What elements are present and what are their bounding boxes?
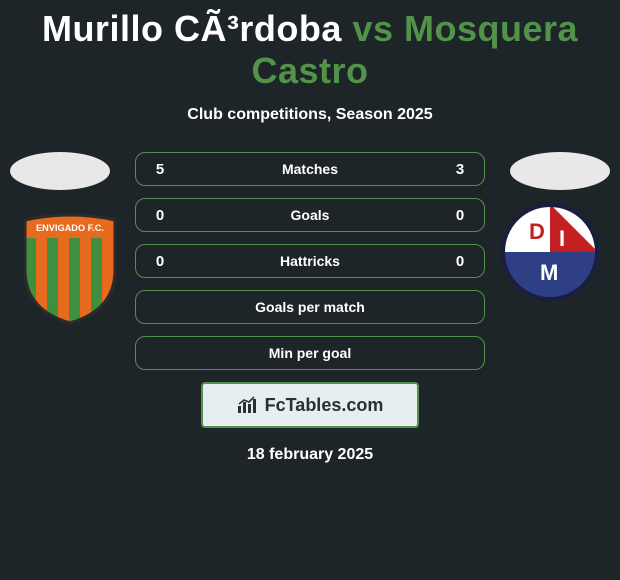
chart-bars-icon: [237, 396, 259, 414]
brand-box[interactable]: FcTables.com: [201, 382, 419, 428]
stat-right-value: 0: [450, 207, 470, 224]
stat-left-value: 5: [150, 161, 170, 178]
brand-text: FcTables.com: [265, 395, 384, 416]
player2-avatar-placeholder: [510, 152, 610, 190]
stat-left-value: 0: [150, 207, 170, 224]
club-logo-left: ENVIGADO F.C.: [20, 210, 120, 325]
dim-letter-m: M: [540, 260, 558, 285]
content-area: ENVIGADO F.C. D I M 5 Matches 3: [0, 152, 620, 464]
subtitle: Club competitions, Season 2025: [0, 106, 620, 124]
stat-row: 5 Matches 3: [135, 152, 485, 186]
stat-right-value: 3: [450, 161, 470, 178]
vs-text: vs: [342, 8, 404, 49]
player1-avatar-placeholder: [10, 152, 110, 190]
player1-name: Murillo CÃ³rdoba: [42, 8, 342, 49]
stat-label: Matches: [282, 161, 338, 177]
club-logo-right: D I M: [500, 202, 600, 317]
stat-label: Goals per match: [255, 299, 365, 315]
stats-rows: 5 Matches 3 0 Goals 0 0 Hattricks 0 Goal…: [135, 152, 485, 370]
stat-label: Goals: [291, 207, 330, 223]
stat-row: 0 Goals 0: [135, 198, 485, 232]
club-left-text: ENVIGADO F.C.: [36, 223, 104, 233]
stat-label: Min per goal: [269, 345, 351, 361]
stat-label: Hattricks: [280, 253, 340, 269]
stat-right-value: 0: [450, 253, 470, 270]
dim-letter-i: I: [559, 226, 565, 251]
stat-row: 0 Hattricks 0: [135, 244, 485, 278]
date-text: 18 february 2025: [0, 446, 620, 464]
dim-letter-d: D: [529, 219, 545, 244]
comparison-title: Murillo CÃ³rdoba vs Mosquera Castro: [0, 0, 620, 92]
stat-row: Goals per match: [135, 290, 485, 324]
stat-left-value: 0: [150, 253, 170, 270]
stat-row: Min per goal: [135, 336, 485, 370]
